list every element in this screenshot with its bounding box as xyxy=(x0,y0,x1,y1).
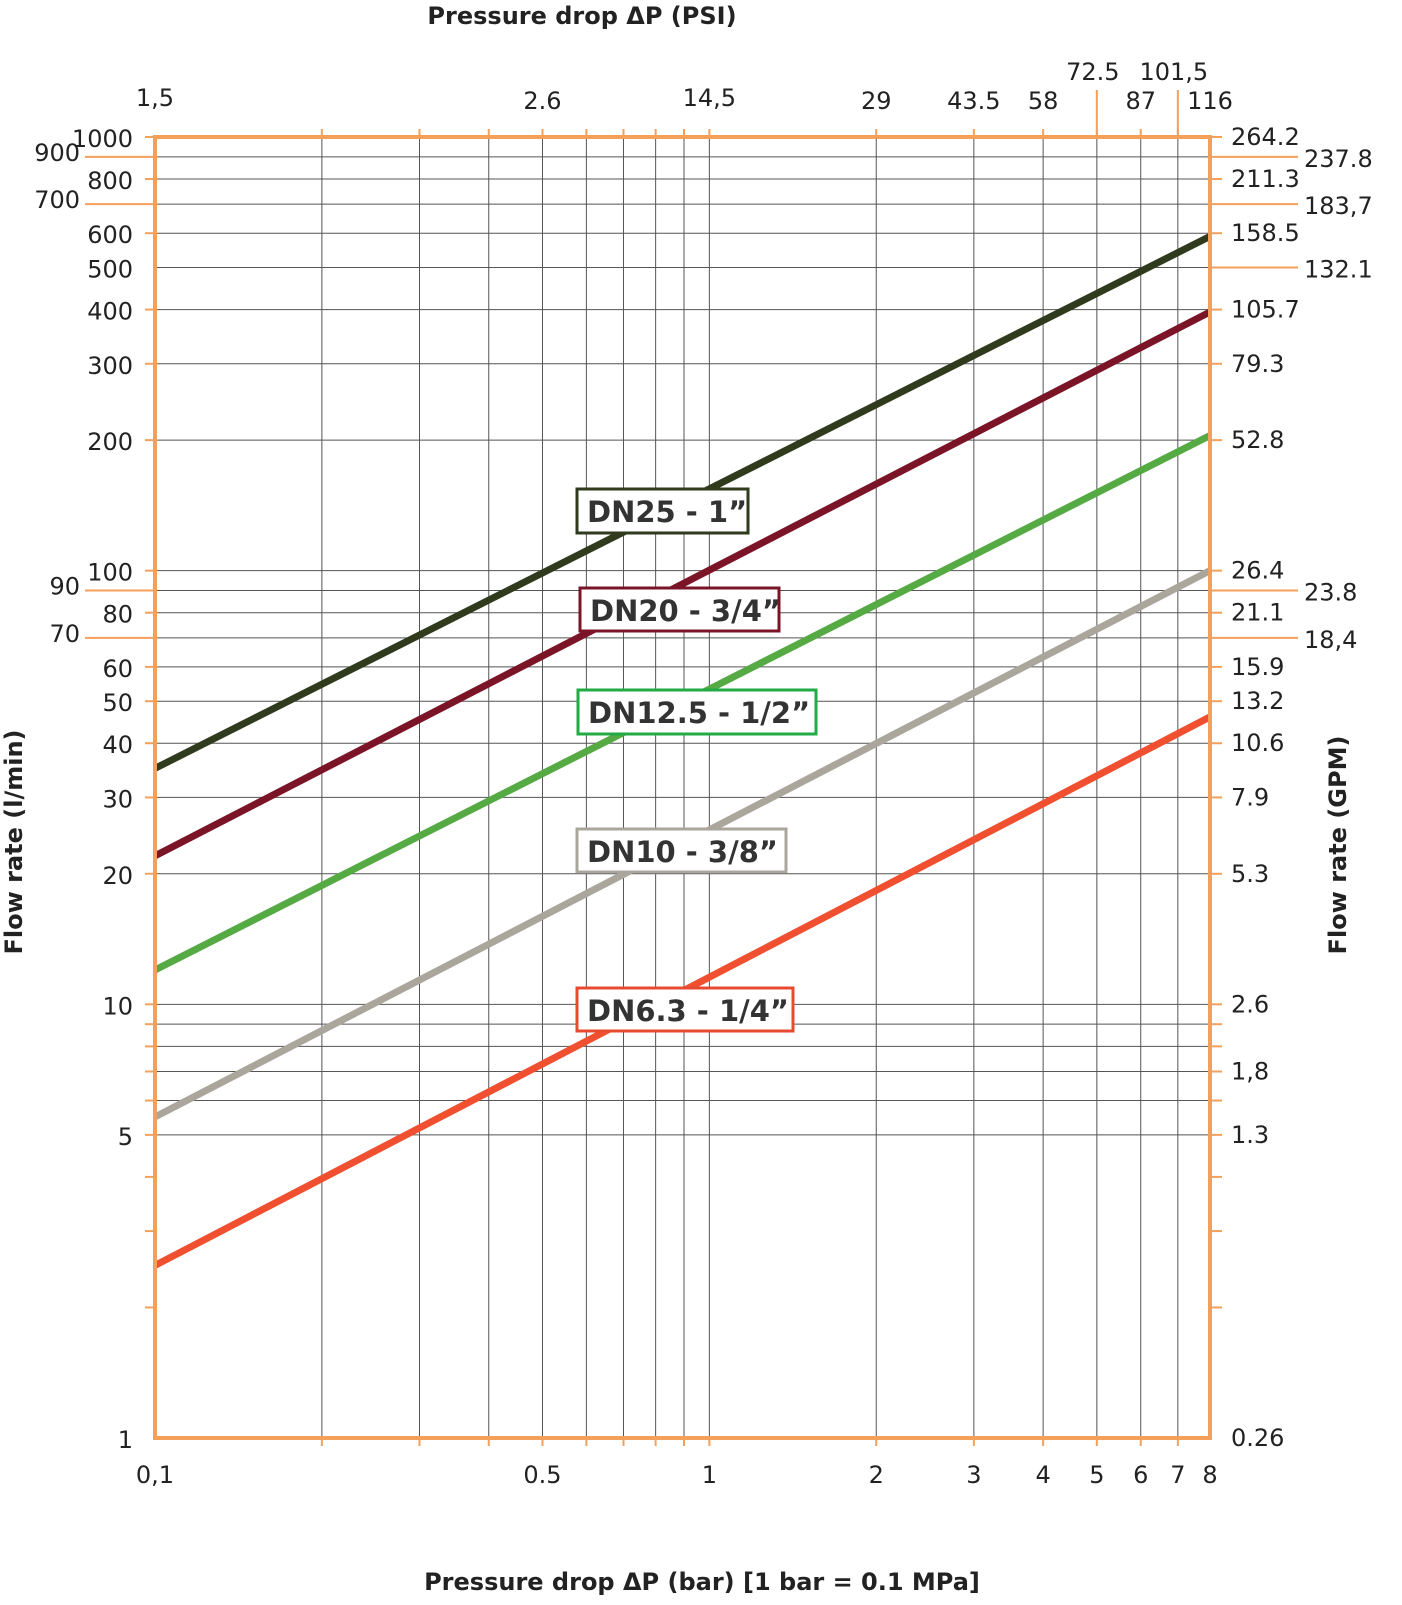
top-axis-title: Pressure drop ΔP (PSI) xyxy=(427,2,736,30)
y-tick-label: 90 xyxy=(49,573,80,601)
y-right-tick-label: 264.2 xyxy=(1231,123,1300,151)
x-axis-title: Pressure drop ΔP (bar) [1 bar = 0.1 MPa] xyxy=(424,1568,980,1596)
x-tick-label: 0.5 xyxy=(523,1461,561,1489)
legend-box-4 xyxy=(575,986,795,1033)
y-tick-label: 60 xyxy=(102,655,133,683)
y-right-tick-label: 18,4 xyxy=(1304,626,1357,654)
y-tick-label: 70 xyxy=(49,620,80,648)
y-tick-label: 50 xyxy=(102,689,133,717)
y-right-tick-label: 1,8 xyxy=(1231,1058,1269,1086)
axes: 0,1 0.5 1 2 3 4 5 6 7 81,5 2.6 14,5 29 43.5 5872.58710… xyxy=(34,58,1373,1489)
y-right-tick-label: 21.1 xyxy=(1231,599,1284,627)
legend-box-3 xyxy=(575,827,788,874)
legend-box-0 xyxy=(575,487,750,535)
x-tick-label: 6 xyxy=(1133,1461,1148,1489)
series-line-1 xyxy=(153,308,1212,859)
y-right-tick-label: 7.9 xyxy=(1231,783,1269,811)
y-tick-label: 10 xyxy=(102,992,133,1020)
y-tick-label: 800 xyxy=(87,167,133,195)
y-tick-label: 400 xyxy=(87,298,133,326)
legend-label-4: DN6.3 - 1/4” xyxy=(587,994,789,1028)
y-right-tick-label: 132.1 xyxy=(1304,256,1373,284)
y-right-tick-label: 105.7 xyxy=(1231,296,1300,324)
y-tick-label: 700 xyxy=(34,186,80,214)
x-tick-label: 8 xyxy=(1202,1461,1217,1489)
x-tick-label: 5 xyxy=(1089,1461,1104,1489)
legend-label-1: DN20 - 3/4” xyxy=(590,594,781,628)
x-top-tick-label: 72.5 xyxy=(1066,58,1119,86)
x-top-tick-label: 87 xyxy=(1125,87,1156,115)
x-top-tick-label: 29 xyxy=(861,87,892,115)
y-right-tick-label: 183,7 xyxy=(1304,192,1373,220)
y-right-axis-title: Flow rate (GPM) xyxy=(1324,736,1352,955)
x-tick-label: 7 xyxy=(1170,1461,1185,1489)
y-right-tick-label: 52.8 xyxy=(1231,426,1284,454)
y-tick-label: 1000 xyxy=(72,125,133,153)
y-right-tick-label: 158.5 xyxy=(1231,219,1300,247)
x-top-tick-label: 116 xyxy=(1187,87,1233,115)
legend: DN25 - 1” DN20 - 3/4” DN12.5 - 1/2” DN10 - … xyxy=(575,487,818,1033)
y-right-tick-label: 0.26 xyxy=(1231,1424,1284,1452)
y-right-tick-label: 1.3 xyxy=(1231,1121,1269,1149)
x-tick-label: 1 xyxy=(702,1461,717,1489)
y-right-tick-label: 10.6 xyxy=(1231,729,1284,757)
y-tick-label: 300 xyxy=(87,352,133,380)
plot-frame xyxy=(153,135,1212,1440)
x-top-tick-label: 43.5 xyxy=(947,87,1000,115)
y-right-tick-label: 5.3 xyxy=(1231,860,1269,888)
x-tick-label: 2 xyxy=(869,1461,884,1489)
legend-label-2: DN12.5 - 1/2” xyxy=(588,696,810,730)
y-tick-label: 900 xyxy=(34,139,80,167)
x-tick-label: 3 xyxy=(966,1461,981,1489)
x-top-tick-label: 14,5 xyxy=(683,84,736,112)
legend-label-0: DN25 - 1” xyxy=(587,495,747,529)
x-tick-label: 4 xyxy=(1035,1461,1050,1489)
y-tick-label: 1 xyxy=(118,1426,133,1454)
y-tick-label: 500 xyxy=(87,256,133,284)
y-right-tick-label: 13.2 xyxy=(1231,687,1284,715)
y-axis-title: Flow rate (l/min) xyxy=(0,729,28,954)
legend-label-3: DN10 - 3/8” xyxy=(587,835,778,869)
y-right-tick-label: 15.9 xyxy=(1231,653,1284,681)
legend-box-2 xyxy=(576,688,818,736)
y-right-tick-label: 2.6 xyxy=(1231,990,1269,1018)
y-tick-label: 40 xyxy=(102,731,133,759)
x-tick-label: 0,1 xyxy=(136,1461,174,1489)
y-right-tick-label: 23.8 xyxy=(1304,579,1357,607)
x-top-tick-label: 58 xyxy=(1028,87,1059,115)
y-tick-label: 5 xyxy=(118,1123,133,1151)
x-top-tick-label: 2.6 xyxy=(523,87,561,115)
y-tick-label: 200 xyxy=(87,428,133,456)
y-tick-label: 600 xyxy=(87,221,133,249)
y-right-tick-label: 79.3 xyxy=(1231,350,1284,378)
legend-box-1 xyxy=(578,586,781,633)
y-tick-label: 100 xyxy=(87,559,133,587)
x-top-tick-label: 101,5 xyxy=(1139,58,1208,86)
y-right-tick-label: 237.8 xyxy=(1304,145,1373,173)
series-lines xyxy=(153,233,1212,1269)
x-top-tick-label: 1,5 xyxy=(136,84,174,112)
y-right-tick-label: 26.4 xyxy=(1231,557,1284,585)
y-tick-label: 80 xyxy=(102,601,133,629)
grid xyxy=(155,137,1210,1438)
y-tick-label: 30 xyxy=(102,785,133,813)
y-right-tick-label: 211.3 xyxy=(1231,165,1300,193)
y-tick-label: 20 xyxy=(102,862,133,890)
